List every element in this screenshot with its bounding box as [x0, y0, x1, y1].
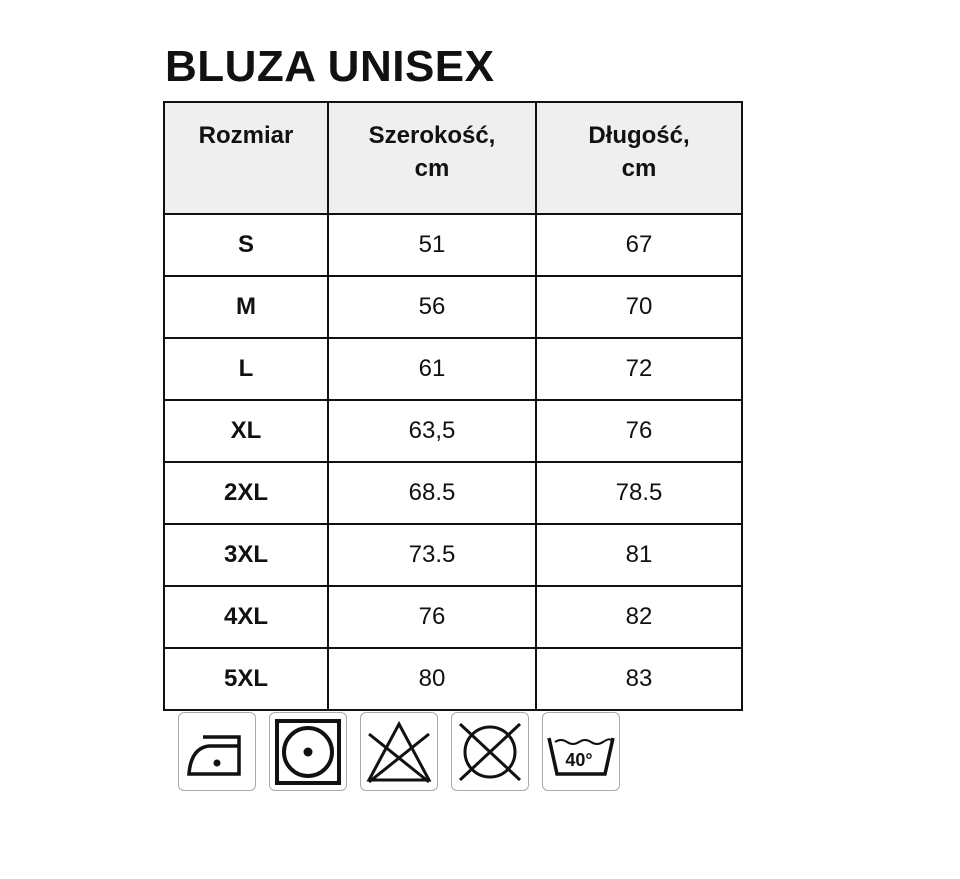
cell-length: 82: [535, 585, 743, 649]
cell-length: 76: [535, 399, 743, 463]
cell-size: S: [163, 213, 329, 277]
cell-width: 56: [327, 275, 537, 339]
cell-size: 4XL: [163, 585, 329, 649]
table-row: 4XL 76 82: [163, 585, 743, 649]
header-size: Rozmiar: [163, 101, 329, 215]
cell-length: 70: [535, 275, 743, 339]
cell-length: 78.5: [535, 461, 743, 525]
cell-width: 61: [327, 337, 537, 401]
table-row: 5XL 80 83: [163, 647, 743, 711]
cell-width: 73.5: [327, 523, 537, 587]
table-row: 2XL 68.5 78.5: [163, 461, 743, 525]
cell-width: 51: [327, 213, 537, 277]
cell-width: 68.5: [327, 461, 537, 525]
care-icons: 40°: [178, 712, 620, 791]
header-unit: cm: [414, 155, 450, 182]
tumble-dry-medium-icon: [269, 712, 347, 791]
do-not-bleach-icon: [360, 712, 438, 791]
header-length: Długość, cm: [535, 101, 743, 215]
table-row: M 56 70: [163, 275, 743, 339]
table-row: XL 63,5 76: [163, 399, 743, 463]
header-label: Szerokość,: [368, 122, 496, 149]
cell-size: M: [163, 275, 329, 339]
table-row: S 51 67: [163, 213, 743, 277]
cell-width: 80: [327, 647, 537, 711]
do-not-dry-clean-icon: [451, 712, 529, 791]
table-row: 3XL 73.5 81: [163, 523, 743, 587]
cell-length: 67: [535, 213, 743, 277]
header-unit: cm: [621, 155, 657, 182]
cell-width: 76: [327, 585, 537, 649]
page-title: BLUZA UNISEX: [165, 42, 495, 91]
table-header-row: Rozmiar Szerokość, cm Długość, cm: [163, 101, 743, 215]
cell-length: 81: [535, 523, 743, 587]
header-label: Rozmiar: [198, 122, 294, 149]
cell-size: 2XL: [163, 461, 329, 525]
cell-size: L: [163, 337, 329, 401]
iron-low-heat-icon: [178, 712, 256, 791]
size-table: Rozmiar Szerokość, cm Długość, cm S 51 67 M 56…: [163, 101, 743, 711]
cell-width: 63,5: [327, 399, 537, 463]
cell-size: 5XL: [163, 647, 329, 711]
header-label: Długość,: [588, 122, 690, 149]
cell-length: 72: [535, 337, 743, 401]
cell-length: 83: [535, 647, 743, 711]
cell-size: 3XL: [163, 523, 329, 587]
header-width: Szerokość, cm: [327, 101, 537, 215]
wash-temperature: 40°: [565, 750, 592, 770]
cell-size: XL: [163, 399, 329, 463]
wash-40-icon: 40°: [542, 712, 620, 791]
table-row: L 61 72: [163, 337, 743, 401]
